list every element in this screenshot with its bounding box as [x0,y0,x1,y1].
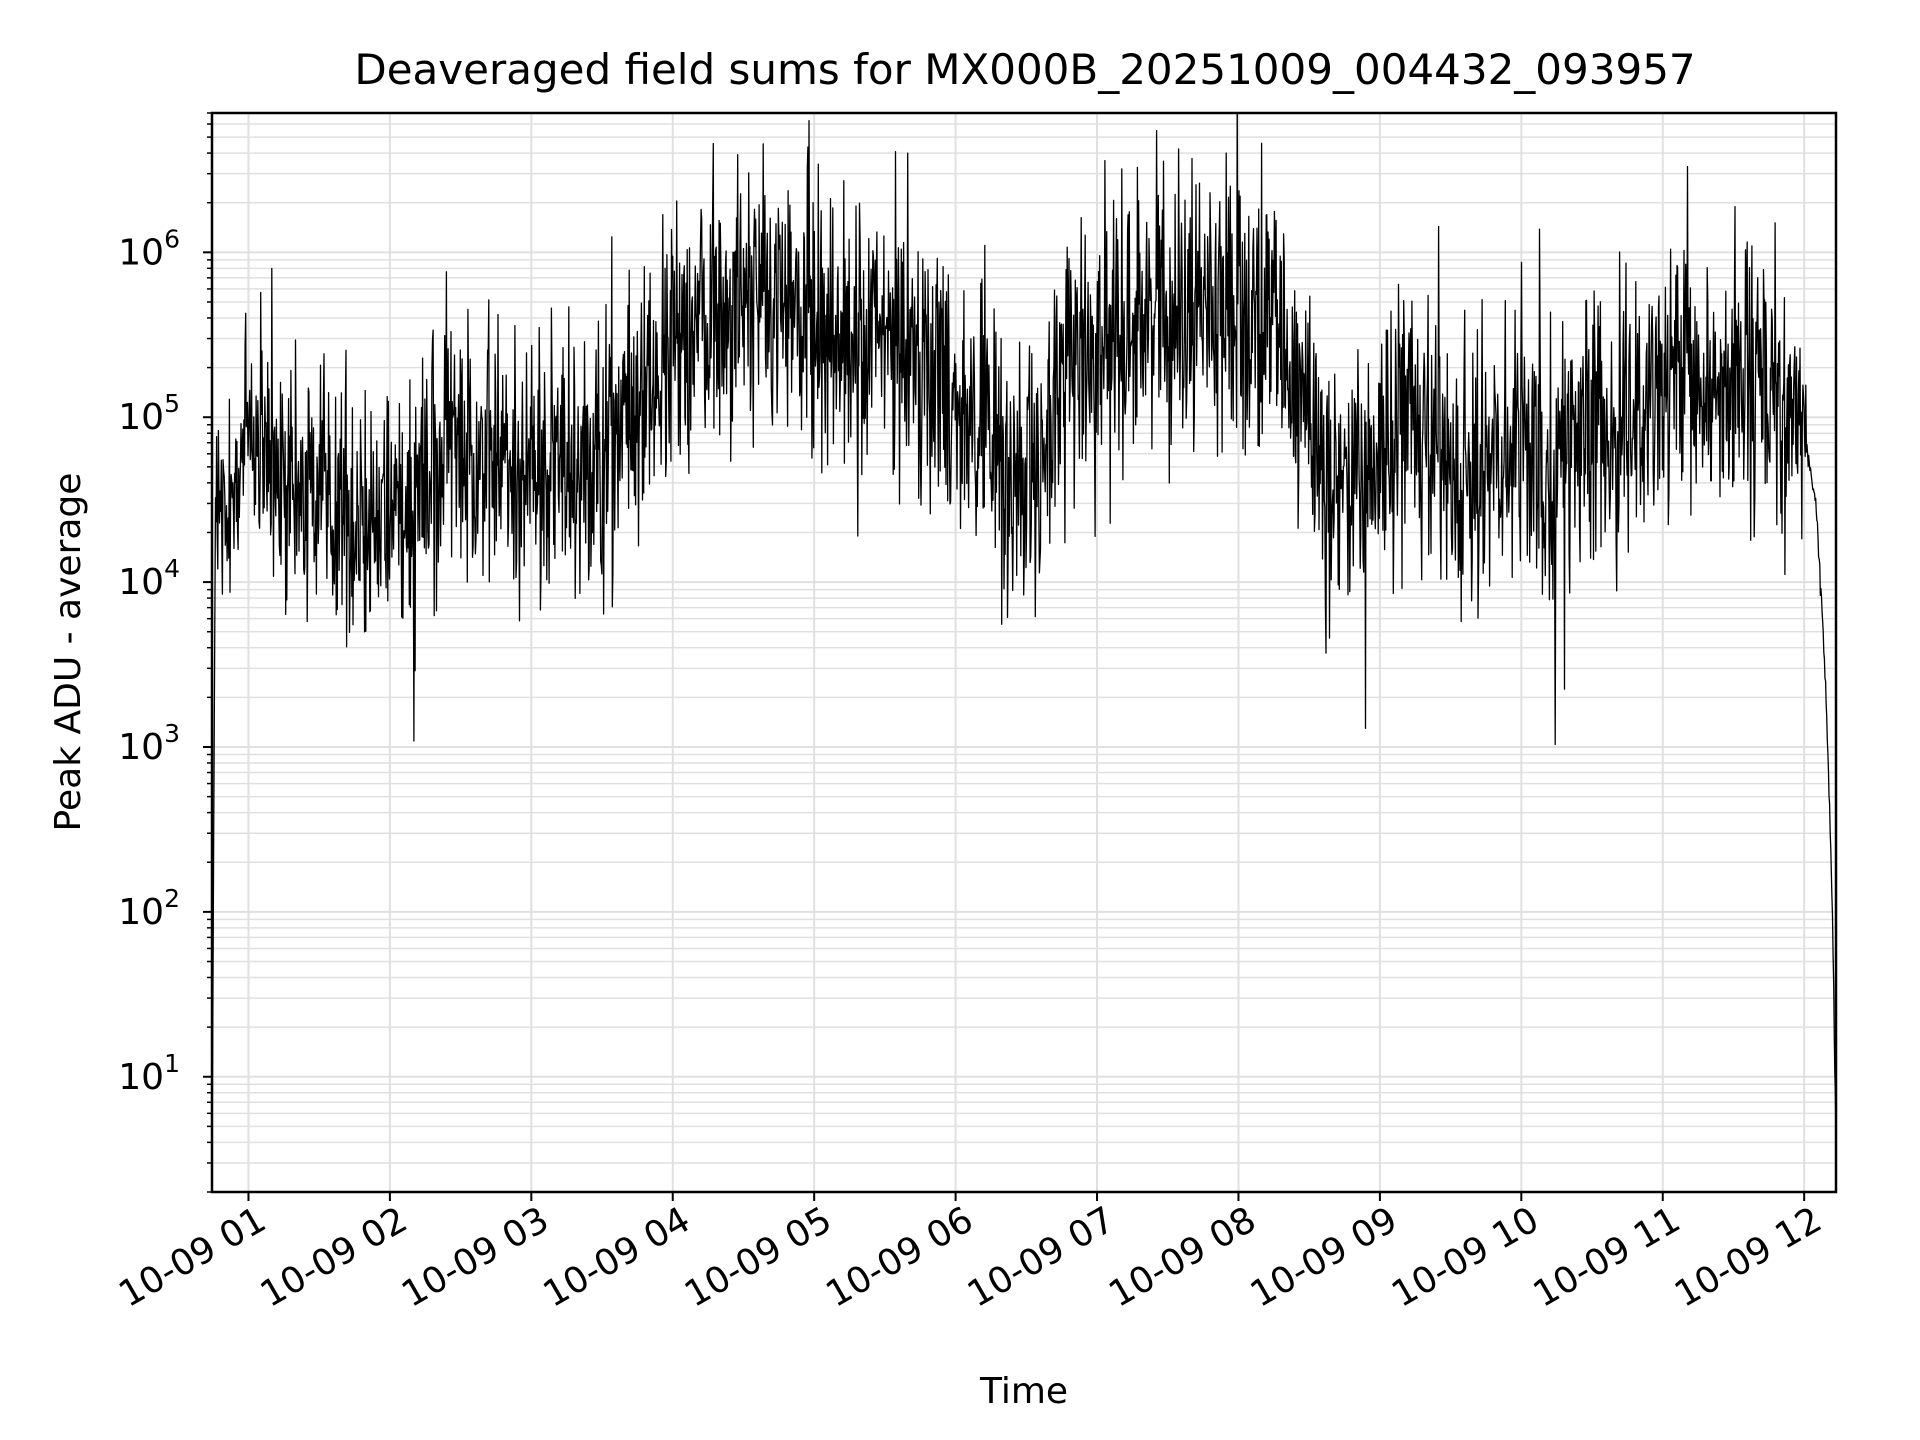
y-tick-label: 102 [118,884,180,933]
chart-title: Deaveraged field sums for MX000B_2025100… [354,45,1695,94]
y-tick-label: 104 [118,554,180,603]
plot-frame [210,111,1838,1194]
y-axis: 101 102 103 104 105 106 [118,112,212,1193]
y-tick-label: 106 [118,224,180,273]
y-tick-label: 105 [118,389,180,438]
series-line [212,113,1836,1164]
y-axis-label: Peak ADU - average [48,473,89,832]
y-tick-label: 103 [118,719,180,768]
y-tick-label: 101 [118,1049,180,1098]
x-axis-label: Time [979,1371,1068,1412]
